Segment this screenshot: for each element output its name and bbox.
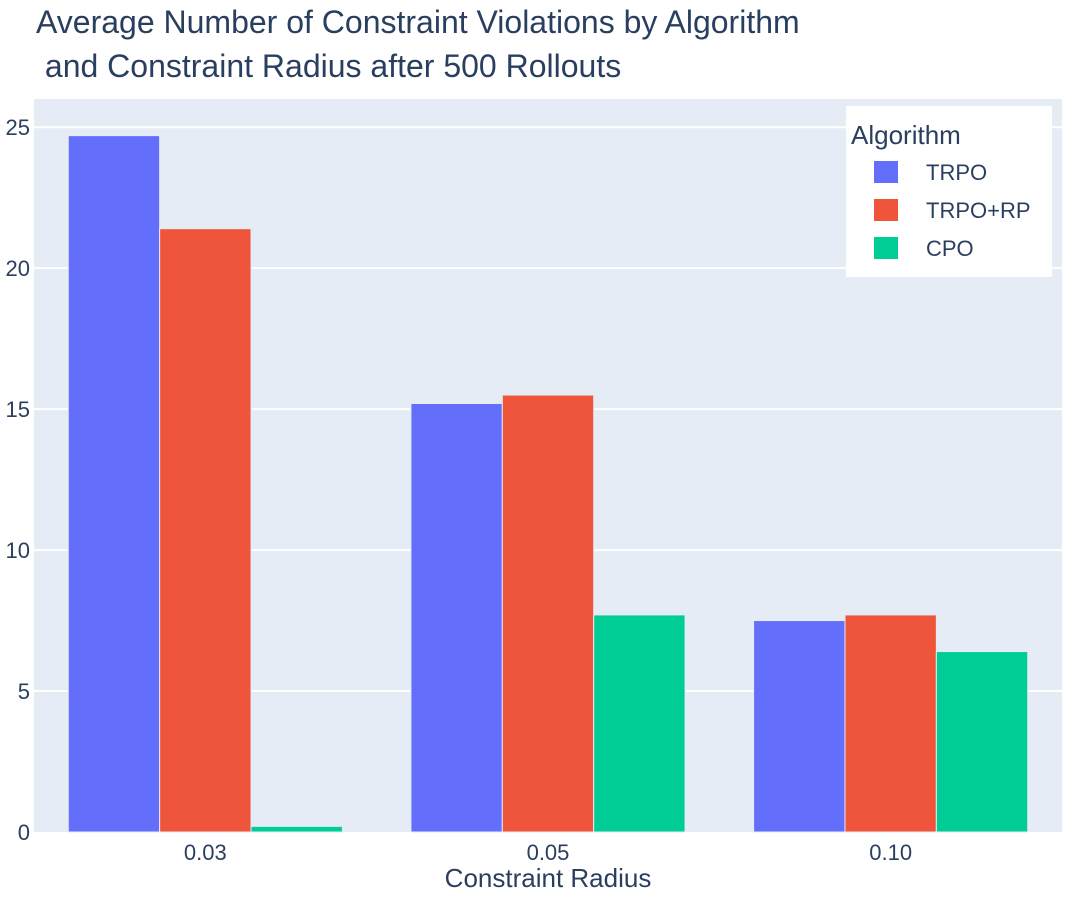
bars	[67, 135, 1029, 833]
bar-trpo-0.05	[410, 402, 503, 833]
chart-title-line-1: Average Number of Constraint Violations …	[36, 4, 800, 40]
legend-swatch	[874, 161, 898, 183]
legend-item-label: TRPO	[926, 160, 987, 185]
bar-trpo-rp-0.03	[159, 228, 252, 833]
legend-item-label: TRPO+RP	[926, 198, 1031, 223]
y-tick-label: 25	[6, 115, 30, 140]
x-axis-label: Constraint Radius	[445, 863, 652, 893]
legend-title: Algorithm	[851, 120, 961, 150]
y-tick-label: 10	[6, 538, 30, 563]
legend-item-label: CPO	[926, 236, 974, 261]
x-tick-label: 0.03	[184, 840, 227, 865]
bar-trpo-rp-0.10	[844, 614, 937, 833]
bar-trpo-rp-0.05	[501, 394, 595, 833]
y-tick-label: 5	[18, 679, 30, 704]
bar-cpo-0.10	[935, 651, 1029, 833]
bar-trpo-0.03	[67, 135, 161, 833]
x-tick-label: 0.05	[527, 840, 570, 865]
y-tick-label: 0	[18, 820, 30, 845]
legend-swatch	[874, 199, 898, 221]
y-tick-label: 20	[6, 256, 30, 281]
chart-title-line-2: and Constraint Radius after 500 Rollouts	[36, 48, 622, 84]
bar-trpo-0.10	[753, 620, 846, 833]
x-tick-labels: 0.03 0.05 0.10	[184, 840, 912, 865]
bar-cpo-0.03	[250, 825, 343, 833]
legend: Algorithm TRPO TRPO+RP CPO	[846, 106, 1052, 277]
legend-swatch	[874, 237, 898, 259]
y-tick-labels: 0 5 10 15 20 25	[6, 115, 30, 845]
bar-cpo-0.05	[593, 614, 686, 833]
x-tick-label: 0.10	[869, 840, 912, 865]
y-tick-label: 15	[6, 397, 30, 422]
